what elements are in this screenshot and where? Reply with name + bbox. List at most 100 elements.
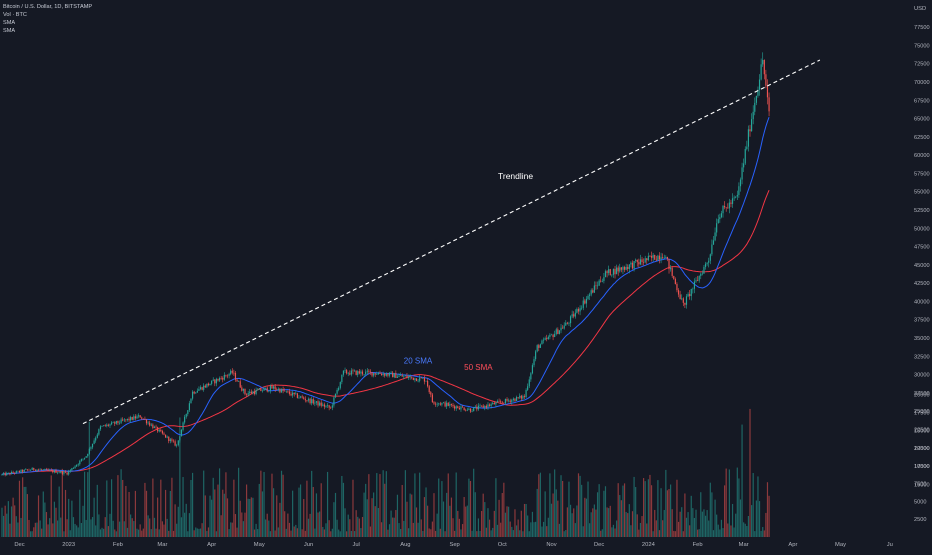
volume-bar bbox=[29, 531, 32, 537]
candle bbox=[333, 396, 335, 408]
candle bbox=[636, 259, 638, 267]
volume-bar bbox=[155, 528, 157, 537]
candle bbox=[423, 375, 426, 385]
candle bbox=[468, 407, 470, 411]
symbol-title[interactable]: Bitcoin / U.S. Dollar, 1D, BITSTAMP bbox=[3, 4, 93, 10]
volume-bar bbox=[711, 492, 713, 537]
volume-bar bbox=[172, 530, 175, 537]
time-axis[interactable]: Dec 2023 Feb Mar Apr May Jun Jul Aug Sep Oct Nov Dec… bbox=[14, 542, 893, 548]
price-tick-label: 40000 bbox=[914, 299, 930, 305]
volume-bar bbox=[530, 522, 532, 537]
candle bbox=[349, 370, 351, 376]
candle bbox=[460, 404, 462, 412]
candle bbox=[268, 390, 270, 393]
volume-bar bbox=[185, 503, 187, 537]
price-tick-label: 25000 bbox=[914, 409, 930, 415]
candle bbox=[511, 398, 513, 405]
candle bbox=[476, 404, 478, 412]
candle bbox=[743, 158, 745, 173]
volume-bar bbox=[177, 506, 179, 537]
volume-bar bbox=[104, 517, 106, 537]
volume-bar bbox=[72, 517, 75, 537]
volume-bar bbox=[623, 483, 626, 537]
candle bbox=[155, 424, 157, 429]
candle bbox=[334, 393, 337, 399]
volume-bar bbox=[382, 470, 384, 537]
volume-bar bbox=[569, 504, 572, 537]
candle bbox=[712, 236, 715, 245]
candle bbox=[293, 392, 295, 397]
candle bbox=[671, 266, 673, 278]
candle bbox=[490, 402, 492, 409]
candle bbox=[161, 429, 163, 435]
volume-bar bbox=[299, 484, 302, 537]
time-tick-label: Mar bbox=[739, 542, 749, 548]
candle bbox=[4, 471, 6, 477]
trendline[interactable] bbox=[82, 59, 821, 425]
candle bbox=[390, 370, 392, 375]
volume-bar bbox=[714, 499, 716, 537]
candle bbox=[531, 363, 534, 375]
candle bbox=[646, 258, 648, 265]
candle bbox=[215, 377, 217, 387]
candle bbox=[676, 282, 678, 293]
volume-bar bbox=[522, 531, 524, 537]
volume-bar bbox=[215, 531, 217, 537]
volume-bar bbox=[96, 484, 98, 537]
candle bbox=[554, 330, 556, 338]
volume-bar bbox=[414, 473, 416, 537]
price-axis[interactable]: 15000 17500 20000 22500 25000 27500 30000 32500… bbox=[914, 25, 930, 488]
volume-indicator-label[interactable]: Vol · BTC bbox=[3, 12, 27, 18]
candle bbox=[49, 468, 51, 471]
candle bbox=[217, 378, 219, 382]
candle bbox=[79, 459, 81, 466]
sma-indicator-label[interactable]: SMA bbox=[3, 20, 16, 26]
candle bbox=[508, 398, 510, 403]
price-tick-label: 65000 bbox=[914, 117, 930, 123]
candle bbox=[539, 343, 541, 348]
volume-tick-label: 2500 bbox=[914, 517, 926, 523]
volume-bar bbox=[53, 501, 55, 537]
volume-bar bbox=[662, 520, 664, 537]
sma-indicator-label-2[interactable]: SMA bbox=[3, 28, 16, 34]
volume-bar bbox=[460, 529, 462, 537]
candle bbox=[252, 390, 254, 395]
candle bbox=[706, 262, 708, 266]
volume-bar bbox=[226, 498, 229, 537]
volume-bar bbox=[336, 519, 338, 537]
volume-bar bbox=[1, 507, 3, 537]
volume-bar bbox=[160, 479, 162, 537]
candle bbox=[238, 380, 240, 382]
candle bbox=[541, 339, 543, 345]
volume-bar bbox=[293, 526, 295, 537]
volume-bar bbox=[353, 531, 356, 537]
candle bbox=[236, 378, 238, 382]
candle bbox=[755, 95, 757, 106]
candle bbox=[533, 356, 535, 368]
volume-bar bbox=[670, 484, 672, 537]
volume-bar bbox=[115, 531, 117, 537]
candle bbox=[63, 470, 65, 476]
candle bbox=[544, 336, 546, 341]
volume-bar bbox=[766, 482, 769, 537]
candle bbox=[223, 372, 225, 381]
candle bbox=[573, 311, 575, 319]
time-tick-label: Aug bbox=[400, 542, 410, 548]
candle bbox=[298, 395, 300, 399]
candle bbox=[762, 52, 764, 67]
volume-bar bbox=[137, 529, 140, 537]
volume-bar bbox=[207, 527, 210, 537]
volume-bar bbox=[722, 528, 724, 537]
volume-bar bbox=[558, 523, 561, 537]
candle bbox=[123, 418, 125, 422]
volume-bar bbox=[280, 470, 283, 537]
volume-bar bbox=[431, 521, 433, 537]
volume-bar bbox=[369, 526, 372, 537]
volume-bar bbox=[479, 530, 481, 537]
volume-bar bbox=[685, 517, 688, 537]
candle bbox=[250, 389, 252, 394]
volume-bar bbox=[447, 473, 449, 537]
volume-bar bbox=[595, 509, 597, 537]
